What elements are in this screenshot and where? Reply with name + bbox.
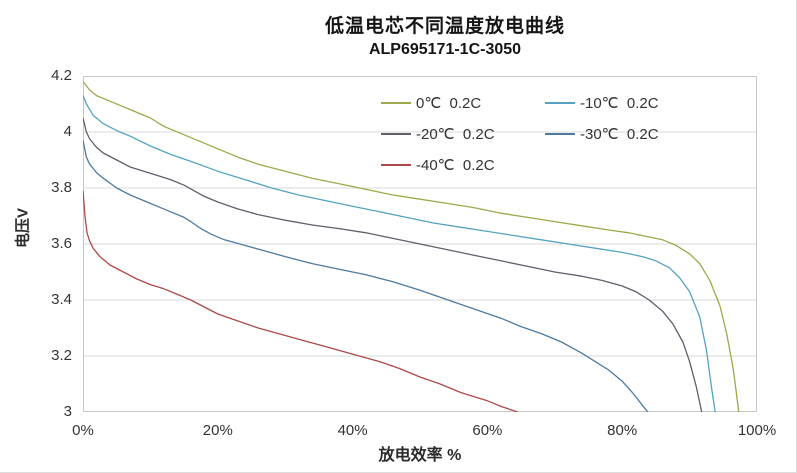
legend-item: -30℃ 0.2C: [545, 123, 709, 145]
x-axis-title: 放电效率 %: [378, 447, 462, 464]
legend-item: -10℃ 0.2C: [545, 92, 709, 114]
plot-area: [83, 76, 757, 412]
series-line-4: [83, 140, 649, 412]
legend-swatch: [381, 102, 411, 104]
legend-label: 0℃ 0.2C: [416, 95, 482, 112]
legend-label: -20℃ 0.2C: [416, 126, 495, 143]
legend-item: 0℃ 0.2C: [381, 92, 545, 114]
series-line-2: [83, 95, 716, 412]
chart-title: 低温电芯不同温度放电曲线: [324, 16, 565, 37]
series-line-5: [83, 190, 518, 412]
legend-item: -40℃ 0.2C: [381, 154, 545, 176]
legend-swatch: [381, 133, 411, 135]
y-axis-title: 电压V: [14, 207, 32, 249]
legend-swatch: [545, 133, 575, 135]
legend-label: -40℃ 0.2C: [416, 157, 495, 174]
series-line-1: [83, 81, 740, 412]
chart-subtitle: ALP695171-1C-3050: [368, 41, 522, 58]
series-line-3: [83, 117, 703, 412]
legend-swatch: [545, 102, 575, 104]
legend-item: -20℃ 0.2C: [381, 123, 545, 145]
legend: 0℃ 0.2C -10℃ 0.2C -20℃ 0.2C -30℃ 0.2C -40℃ 0…: [381, 92, 709, 176]
legend-label: -30℃ 0.2C: [580, 126, 659, 143]
legend-label: -10℃ 0.2C: [580, 95, 659, 112]
plot-border: [83, 76, 757, 412]
plot-svg: [83, 76, 757, 412]
legend-swatch: [381, 164, 411, 166]
